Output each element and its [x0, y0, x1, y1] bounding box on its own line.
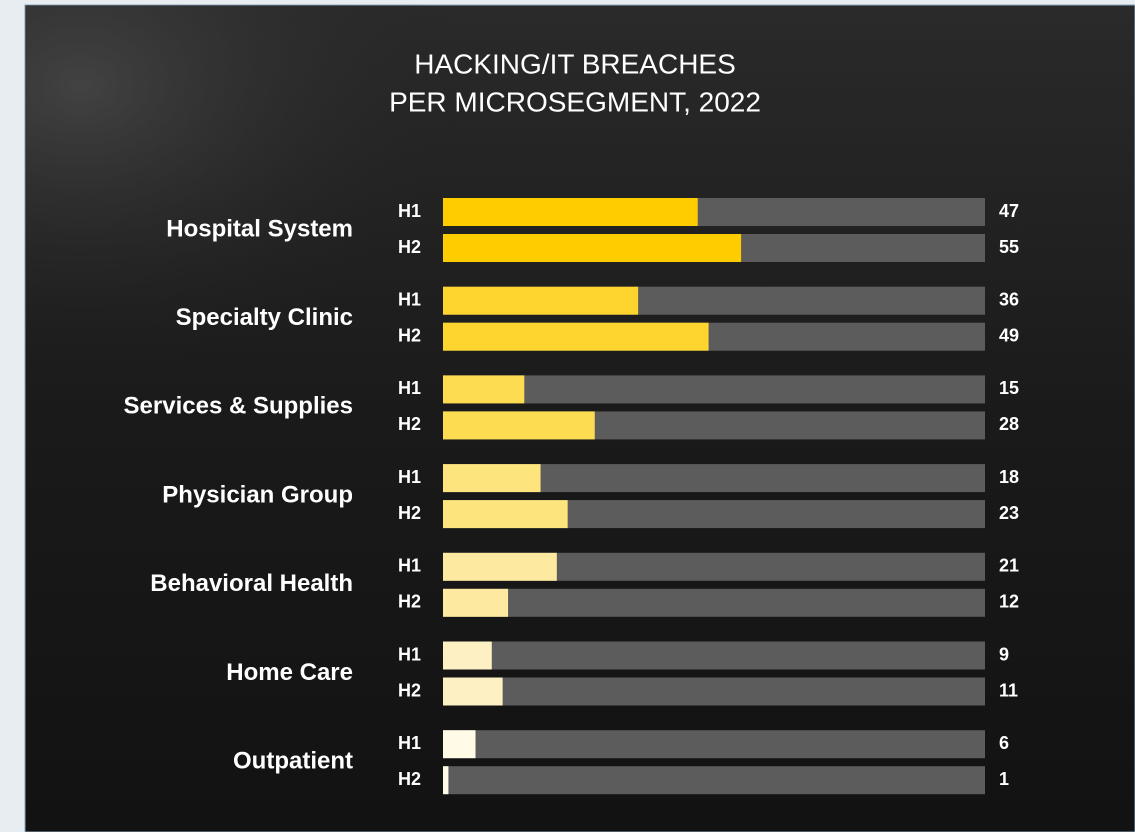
category-label: Services & Supplies: [124, 393, 353, 420]
value-label: 47: [999, 201, 1019, 221]
category-label: Specialty Clinic: [176, 304, 353, 331]
value-label: 49: [999, 325, 1019, 345]
bar: [443, 500, 568, 529]
value-label: 18: [999, 467, 1019, 487]
series-label: H2: [398, 680, 421, 700]
bar: [443, 730, 476, 759]
category-label: Home Care: [226, 659, 353, 686]
bar: [443, 641, 492, 670]
bar: [443, 234, 742, 262]
bar: [443, 464, 541, 493]
bar-track: [443, 641, 985, 670]
category-label: Outpatient: [233, 748, 353, 775]
value-label: 1: [999, 769, 1009, 789]
value-label: 11: [999, 680, 1018, 700]
series-label: H2: [398, 503, 421, 523]
series-label: H1: [398, 201, 421, 221]
series-label: H2: [398, 237, 421, 257]
bar-track: [443, 766, 985, 795]
series-label: H1: [398, 733, 421, 753]
value-label: 23: [999, 503, 1019, 523]
bar-track: [443, 588, 985, 617]
bar: [443, 375, 525, 404]
value-label: 15: [999, 378, 1019, 398]
series-label: H1: [398, 378, 421, 398]
chart-title: PER MICROSEGMENT, 2022: [389, 86, 761, 117]
series-label: H2: [398, 414, 421, 434]
category-label: Hospital System: [166, 215, 353, 242]
bar: [443, 411, 595, 440]
category-label: Behavioral Health: [150, 570, 353, 597]
bar: [443, 198, 698, 226]
bar-track: [443, 730, 985, 759]
bar: [443, 588, 509, 617]
bar-track: [443, 375, 985, 404]
category-label: Physician Group: [162, 481, 353, 508]
value-label: 36: [999, 289, 1019, 309]
bar: [443, 286, 639, 315]
series-label: H1: [398, 467, 421, 487]
bar: [443, 322, 709, 351]
value-label: 21: [999, 556, 1019, 576]
bar-track: [443, 677, 985, 706]
value-label: 55: [999, 237, 1019, 257]
chart-title: HACKING/IT BREACHES: [414, 48, 736, 79]
bar: [443, 766, 449, 795]
series-label: H1: [398, 289, 421, 309]
series-label: H2: [398, 769, 421, 789]
bar: [443, 677, 503, 706]
series-label: H1: [398, 556, 421, 576]
value-label: 28: [999, 414, 1019, 434]
series-label: H2: [398, 592, 421, 612]
value-label: 6: [999, 733, 1009, 753]
value-label: 12: [999, 592, 1019, 612]
series-label: H2: [398, 325, 421, 345]
value-label: 9: [999, 644, 1009, 664]
bar: [443, 552, 557, 581]
series-label: H1: [398, 644, 421, 664]
